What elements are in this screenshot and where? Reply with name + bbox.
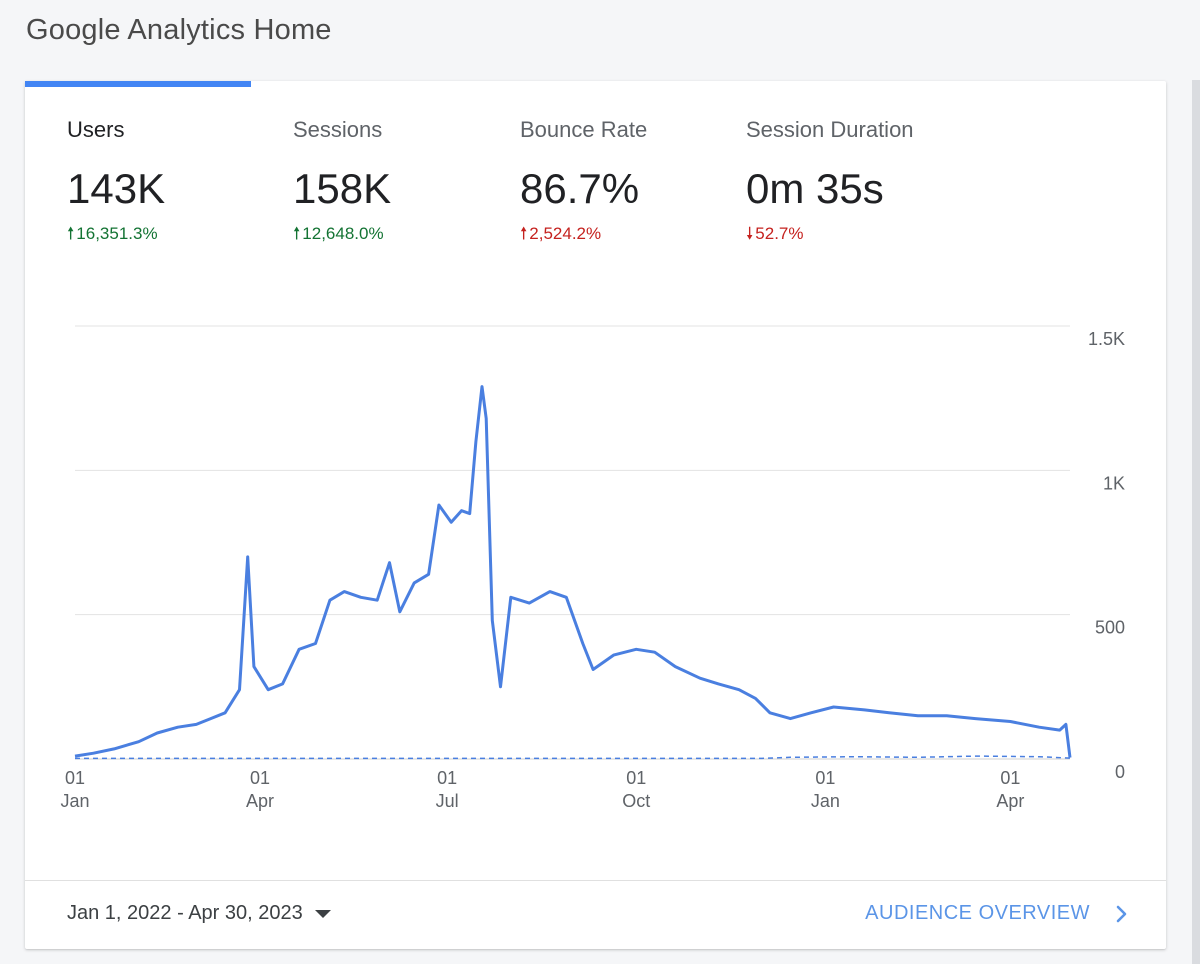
metric-change: 🠗 52.7% [746, 221, 966, 250]
x-tick-month: Oct [622, 791, 650, 811]
x-tick-day: 01 [626, 768, 646, 788]
metric-label: Sessions [293, 117, 383, 142]
metric-value: 86.7% [520, 165, 640, 212]
audience-overview-link[interactable]: AUDIENCE OVERVIEW [865, 902, 1130, 925]
x-tick-month: Jul [436, 791, 459, 811]
line-chart: 1.5K 1K 500 0 01 Jan 01 Apr 01 Jul 01 Oct 01 Jan 01 Apr [60, 325, 1125, 811]
chevron-right-icon [1116, 905, 1127, 923]
y-tick-label: 1.5K [1088, 329, 1125, 349]
metric-value: 158K [293, 165, 392, 212]
metric-change-value: 12,648.0% [302, 224, 384, 243]
metric-value: 143K [67, 165, 166, 212]
metric-tab-sessions[interactable]: Sessions 158K 🠕 12,648.0% [293, 117, 513, 250]
metric-change: 🠕 12,648.0% [293, 221, 513, 250]
x-tick-day: 01 [1000, 768, 1020, 788]
scrollbar[interactable] [1192, 80, 1200, 964]
y-tick-label: 500 [1095, 618, 1125, 638]
metric-change: 🠕 2,524.2% [520, 221, 740, 250]
metric-tab-bounce-rate[interactable]: Bounce Rate 86.7% 🠕 2,524.2% [520, 117, 740, 250]
users-series-line [74, 385, 1072, 758]
arrow-up-icon: 🠕 [520, 224, 528, 243]
x-tick-month: Apr [246, 791, 274, 811]
comparison-series-line [75, 755, 1071, 760]
metric-change-value: 52.7% [755, 224, 804, 243]
caret-down-icon [314, 909, 331, 918]
active-tab-indicator [25, 81, 251, 87]
audience-overview-label: AUDIENCE OVERVIEW [865, 902, 1090, 924]
arrow-up-icon: 🠕 [67, 224, 75, 243]
x-tick-day: 01 [437, 768, 457, 788]
y-tick-label: 0 [1115, 762, 1125, 782]
metric-change: 🠕 16,351.3% [67, 221, 287, 250]
date-range-dropdown[interactable]: Jan 1, 2022 - Apr 30, 2023 [67, 902, 331, 925]
analytics-card: Users 143K 🠕 16,351.3% Sessions 158K 🠕 12,… [25, 81, 1166, 949]
x-tick-month: Apr [996, 791, 1024, 811]
x-tick-month: Jan [60, 791, 89, 811]
card-footer: Jan 1, 2022 - Apr 30, 2023 AUDIENCE OVER… [25, 880, 1166, 949]
page-title: Google Analytics Home [26, 14, 332, 46]
arrow-down-icon: 🠗 [746, 224, 754, 243]
arrow-up-icon: 🠕 [293, 224, 301, 243]
metric-change-value: 16,351.3% [76, 224, 158, 243]
x-tick-month: Jan [811, 791, 840, 811]
metric-tab-session-duration[interactable]: Session Duration 0m 35s 🠗 52.7% [746, 117, 966, 250]
x-tick-day: 01 [65, 768, 85, 788]
x-tick-day: 01 [250, 768, 270, 788]
metric-label: Users [67, 117, 125, 142]
metric-change-value: 2,524.2% [529, 224, 602, 243]
metric-tab-users[interactable]: Users 143K 🠕 16,351.3% [67, 117, 287, 250]
metric-value: 0m 35s [746, 165, 884, 212]
metric-label: Bounce Rate [520, 117, 648, 142]
metric-label: Session Duration [746, 117, 914, 142]
x-tick-day: 01 [815, 768, 835, 788]
y-tick-label: 1K [1103, 473, 1125, 493]
date-range-label: Jan 1, 2022 - Apr 30, 2023 [67, 902, 303, 924]
